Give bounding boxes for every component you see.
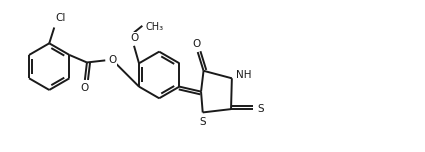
Text: Cl: Cl <box>55 13 65 23</box>
Text: NH: NH <box>236 70 251 80</box>
Text: O: O <box>81 83 89 93</box>
Text: S: S <box>258 104 264 114</box>
Text: O: O <box>130 33 138 43</box>
Text: O: O <box>108 55 116 65</box>
Text: CH₃: CH₃ <box>146 22 164 33</box>
Text: O: O <box>193 39 201 49</box>
Text: S: S <box>199 117 206 127</box>
